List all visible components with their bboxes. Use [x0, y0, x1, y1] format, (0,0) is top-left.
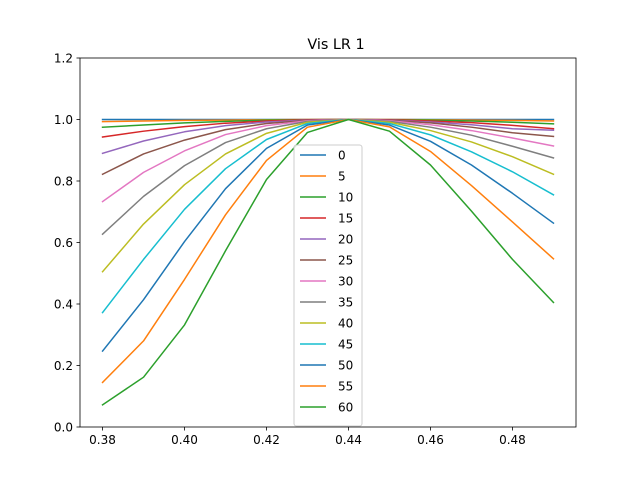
- y-tick-label: 0.2: [54, 359, 73, 373]
- legend-label-45: 45: [338, 337, 353, 351]
- legend-label-40: 40: [338, 316, 353, 330]
- axes: 0.38 0.40 0.42 0.44 0.46 0.48 0.0 0.2 0.4 0.6 0.8 1…: [54, 51, 577, 447]
- legend-label-5: 5: [338, 169, 346, 183]
- y-tick-label: 0.6: [54, 236, 73, 250]
- legend: 0 5 10 15 20 25 30 35 40 45 50 55 60: [293, 144, 363, 427]
- x-tick-label: 0.44: [335, 433, 362, 447]
- legend-label-60: 60: [338, 400, 353, 414]
- legend-label-25: 25: [338, 253, 353, 267]
- y-tick-label: 0.4: [54, 297, 73, 311]
- x-tick-label: 0.46: [417, 433, 444, 447]
- legend-box: [293, 144, 363, 427]
- x-tick-label: 0.42: [253, 433, 280, 447]
- y-tick-label: 0.0: [54, 420, 73, 434]
- legend-label-10: 10: [338, 190, 353, 204]
- x-tick-label: 0.48: [499, 433, 526, 447]
- legend-label-20: 20: [338, 232, 353, 246]
- series-line-55: [101, 118, 555, 384]
- y-tick-label: 0.8: [54, 174, 73, 188]
- x-tick-label: 0.40: [171, 433, 198, 447]
- legend-label-30: 30: [338, 274, 353, 288]
- series-line-60: [101, 118, 555, 406]
- legend-label-55: 55: [338, 379, 353, 393]
- y-tick-label: 1.0: [54, 113, 73, 127]
- plot-area: [101, 118, 555, 406]
- y-tick-label: 1.2: [54, 51, 73, 65]
- legend-label-0: 0: [338, 148, 346, 162]
- legend-label-35: 35: [338, 295, 353, 309]
- legend-label-15: 15: [338, 211, 353, 225]
- chart-title: Vis LR 1: [307, 37, 364, 53]
- series-line-45: [101, 118, 555, 314]
- legend-label-50: 50: [338, 358, 353, 372]
- x-tick-label: 0.38: [89, 433, 116, 447]
- series-line-50: [101, 118, 555, 353]
